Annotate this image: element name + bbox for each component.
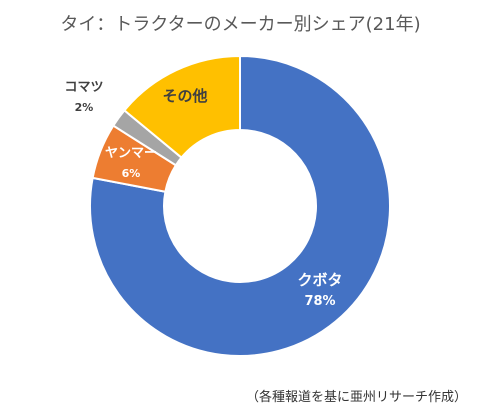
slice-label-3: コマツ [64, 80, 103, 95]
slice-1 [89, 54, 391, 357]
slice-value-3: 2% [75, 101, 94, 114]
slice-label-4: その他 [162, 87, 207, 105]
slice-label-2: ヤンマー [105, 146, 157, 161]
slice-4 [123, 54, 241, 159]
slice-value-1: 78% [304, 294, 335, 309]
chart-source: （各種報道を基に亜州リサーチ作成） [245, 390, 467, 405]
slice-value-2: 6% [122, 167, 141, 180]
slice-label-1: クボタ [297, 271, 342, 289]
chart-title: タイ：トラクターのメーカー別シェア(21年) [60, 14, 421, 35]
